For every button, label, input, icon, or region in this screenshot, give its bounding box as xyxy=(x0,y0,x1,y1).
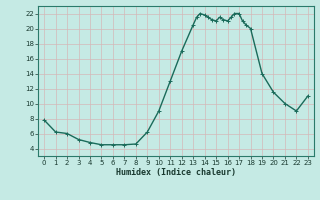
X-axis label: Humidex (Indice chaleur): Humidex (Indice chaleur) xyxy=(116,168,236,177)
